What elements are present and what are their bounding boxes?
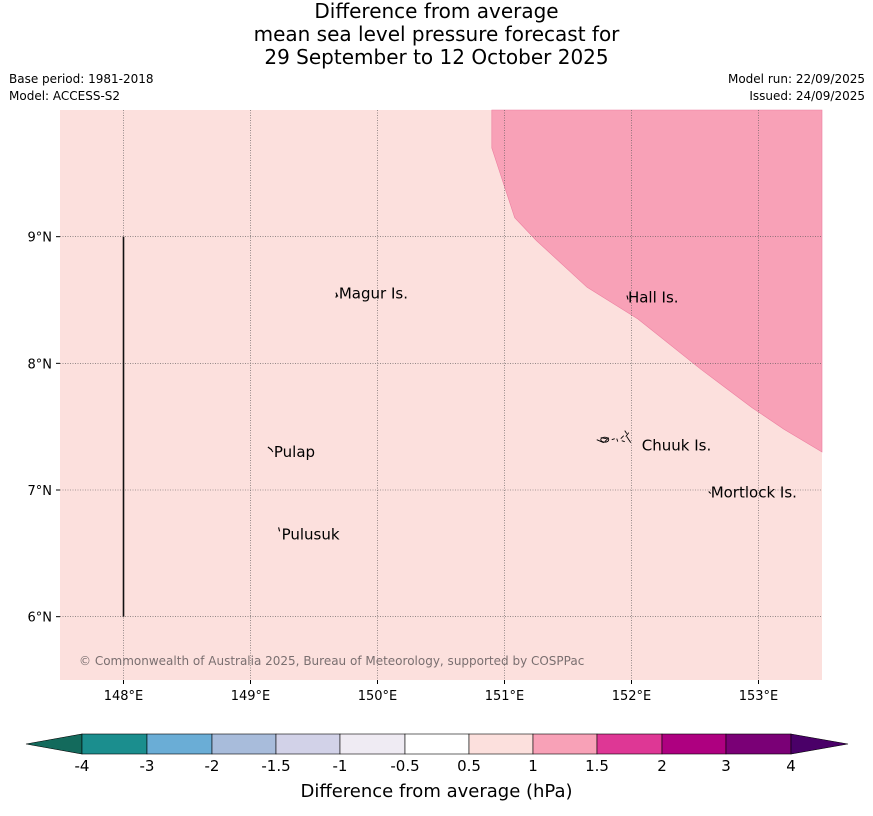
colorbar-swatch — [468, 733, 534, 755]
title-line-1: Difference from average — [314, 0, 559, 23]
colorbar-tick-label: 0.5 — [457, 757, 481, 775]
colorbar-title: Difference from average (hPa) — [300, 781, 573, 802]
island-outline — [625, 432, 630, 437]
island-outline — [620, 435, 625, 439]
island-outline — [278, 527, 281, 532]
lat-tick-label: 8°N — [28, 357, 53, 372]
colorbar-tick-label: -2 — [204, 757, 220, 775]
colorbar-tick-label: 3 — [721, 757, 731, 775]
copyright-text: © Commonwealth of Australia 2025, Bureau… — [79, 654, 584, 668]
title-line-3: 29 September to 12 October 2025 — [264, 45, 609, 69]
island-label: Hall Is. — [628, 288, 679, 306]
base-period: Base period: 1981-2018 — [9, 72, 154, 86]
island-outline — [611, 438, 615, 441]
island-outline — [335, 294, 338, 298]
island-outline — [616, 438, 619, 442]
island-label: Pulap — [274, 443, 315, 461]
island-outline — [621, 440, 625, 443]
island-outline — [270, 448, 274, 453]
colorbar-swatch — [596, 733, 663, 755]
model-name: Model: ACCESS-S2 — [9, 89, 121, 103]
colorbar-tick-label: -0.5 — [390, 757, 420, 775]
colorbar-over-arrow — [790, 733, 849, 755]
model-run: Model run: 22/09/2025 — [727, 72, 865, 86]
meta-left: Base period: 1981-2018 Model: ACCESS-S2 — [9, 71, 154, 105]
lon-tick-label: 150°E — [358, 689, 398, 704]
colorbar-tick-label: 2 — [657, 757, 667, 775]
colorbar-under-arrow — [25, 733, 83, 755]
lon-tick-label: 151°E — [485, 689, 525, 704]
meta-right: Model run: 22/09/2025 Issued: 24/09/2025 — [728, 71, 865, 105]
colorbar-swatch — [275, 733, 341, 755]
colorbar-tick-label: 1 — [528, 757, 538, 775]
lon-tick-label: 148°E — [104, 689, 144, 704]
colorbar-swatch — [146, 733, 213, 755]
island-label: Chuuk Is. — [642, 437, 711, 455]
island-outline — [600, 436, 610, 443]
lon-tick-label: 149°E — [231, 689, 271, 704]
colorbar-swatch — [81, 733, 148, 755]
colorbar-tick-label: -1.5 — [261, 757, 291, 775]
lon-tick-label: 153°E — [739, 689, 779, 704]
colorbar-tick-label: 4 — [786, 757, 796, 775]
map-title: Difference from average mean sea level p… — [0, 0, 873, 69]
colorbar — [25, 733, 849, 755]
island-outline — [626, 436, 632, 443]
island-label: Pulusuk — [282, 525, 340, 543]
map-panel: 148°E 149°E 150°E 151°E 152°E 153°E 6°N 7°N 8°N 9… — [28, 109, 823, 704]
island-outline — [708, 491, 712, 494]
lat-tick-label: 6°N — [28, 611, 53, 626]
lat-tick-label: 9°N — [28, 231, 53, 246]
island-outline — [624, 430, 628, 434]
lon-tick-label: 152°E — [612, 689, 652, 704]
issued-date: Issued: 24/09/2025 — [749, 89, 865, 103]
colorbar-swatch — [661, 733, 727, 755]
anomaly-fill-high — [491, 109, 823, 453]
lat-tick-label: 7°N — [28, 484, 53, 499]
colorbar-tick-label: -3 — [139, 757, 155, 775]
title-line-2: mean sea level pressure forecast for — [253, 22, 620, 46]
island-outline — [626, 295, 629, 300]
colorbar-swatch — [532, 733, 598, 755]
colorbar-tick-label: -4 — [74, 757, 90, 775]
colorbar-tick-label: 1.5 — [585, 757, 609, 775]
colorbar-swatch — [404, 733, 470, 755]
island-label: Mortlock Is. — [711, 484, 797, 502]
chuuk-atoll-outline — [596, 430, 632, 444]
colorbar-swatch — [211, 733, 277, 755]
colorbar-swatch — [339, 733, 406, 755]
colorbar-swatch — [725, 733, 792, 755]
colorbar-tick-label: -1 — [332, 757, 348, 775]
island-label: Magur Is. — [339, 285, 408, 303]
